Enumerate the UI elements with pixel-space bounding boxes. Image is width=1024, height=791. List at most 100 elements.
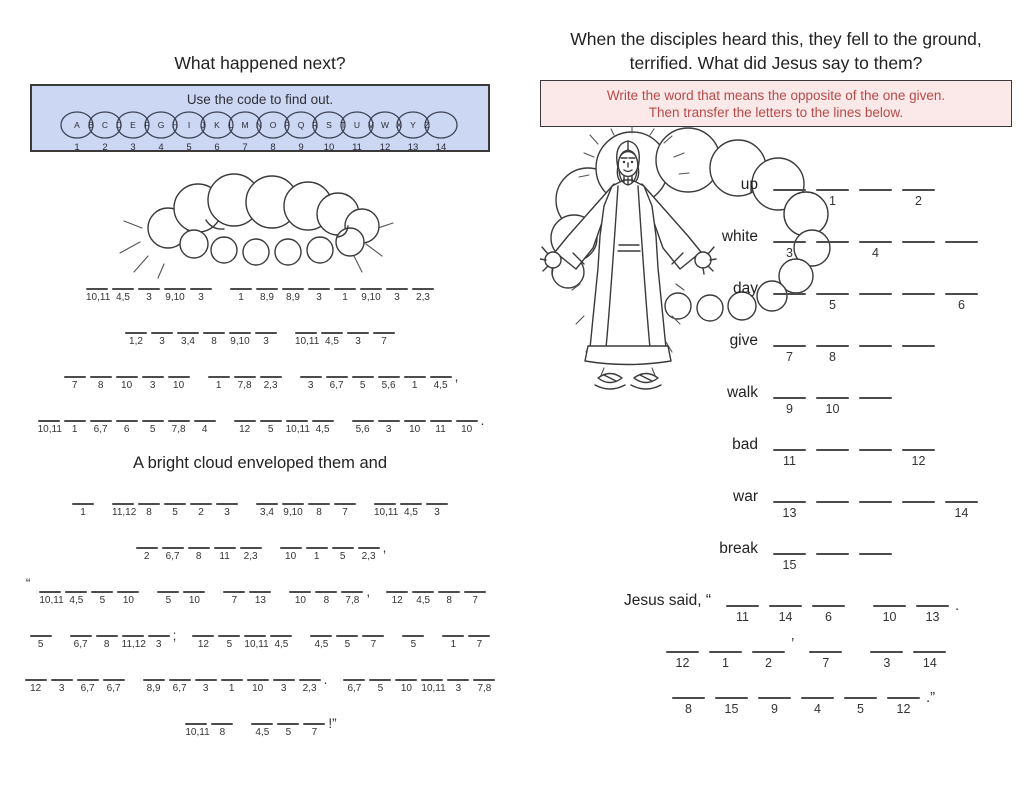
blank-number: 3,4 <box>181 336 195 347</box>
blank-line <box>303 723 326 725</box>
blank-number: 10 <box>121 380 133 391</box>
answer-blank: 10 <box>395 679 418 694</box>
code-number: 4 <box>158 142 163 153</box>
answer-blank <box>859 293 892 313</box>
blank-line <box>167 420 190 422</box>
answer-blank: 4,5 <box>400 503 422 518</box>
blank-number: 3 <box>316 292 322 303</box>
code-number: 3 <box>130 142 135 153</box>
blank-number <box>859 454 892 469</box>
blank-word-group: 5,6 3 10 11 10. <box>350 414 484 435</box>
instruction-line1: Write the word that means the opposite o… <box>606 88 946 103</box>
answer-blank: 10,11 <box>86 288 110 303</box>
blank-number: 2,3 <box>302 683 317 694</box>
blank-line <box>715 697 748 699</box>
blank-line <box>357 547 380 549</box>
answer-blank: 3 <box>216 503 238 518</box>
blank-word-group: 10,11 1 6,7 6 5 7,8 4 <box>36 420 218 435</box>
blank-number: 10 <box>409 424 421 435</box>
blank-number <box>902 246 935 261</box>
blank-number: 5 <box>172 507 178 518</box>
code-number: 6 <box>214 142 219 153</box>
answer-blank: 12 <box>902 449 935 469</box>
blank-number: 10 <box>882 610 897 624</box>
blank-number: 1 <box>238 292 244 303</box>
answer-blank: 7,8 <box>473 679 496 694</box>
blank-line <box>255 332 277 334</box>
answer-blank: 3 <box>870 651 904 671</box>
answer-blank: 3 <box>347 332 369 347</box>
cloud-puffs <box>147 173 380 266</box>
blank-number: 2,3 <box>416 292 430 303</box>
code-blank-row: 10,11 1 6,7 6 5 7,8 4 12 5 10,11 4,5 5,6 3 10 11 10. <box>30 414 490 435</box>
blank-line <box>272 679 295 681</box>
blank-line <box>773 345 806 347</box>
blank-number <box>902 298 935 313</box>
answer-blank: 10,11 <box>421 679 446 694</box>
answer-blank: 2 <box>135 547 158 562</box>
blank-number: 3 <box>149 380 156 391</box>
blank-number: 8 <box>446 595 452 606</box>
answer-blank: 9,10 <box>360 288 382 303</box>
blank-number: 12 <box>239 424 251 435</box>
blank-number: 3 <box>385 424 392 435</box>
code-box: Use the code to find out. 1 2 3 4 5 6 7 8 9 10 11 1… <box>30 84 490 153</box>
code-letter: Z <box>424 120 429 130</box>
blank-line <box>916 605 950 607</box>
blank-number: 12 <box>30 683 42 694</box>
answer-blank: 3 <box>299 376 322 391</box>
punctuation-mark: . <box>955 597 960 614</box>
blank-line <box>816 189 849 191</box>
blank-number: 8,9 <box>146 683 161 694</box>
blank-line <box>244 635 267 637</box>
answer-blank: 9,10 <box>164 288 186 303</box>
given-word-label: day <box>733 280 758 297</box>
blank-number: 5 <box>99 595 106 606</box>
blank-line <box>859 241 892 243</box>
answer-blank: 3,4 <box>256 503 278 518</box>
blank-line <box>773 553 806 555</box>
answer-blank: 11 <box>429 420 452 435</box>
blank-line <box>442 635 465 637</box>
blank-line <box>299 376 322 378</box>
blank-number: 5 <box>359 380 366 391</box>
blank-number: 10 <box>294 595 306 606</box>
blank-number <box>902 350 935 365</box>
blank-word-group: 10 13. <box>868 598 959 625</box>
blank-number: 7 <box>476 639 483 650</box>
blank-number: 1,2 <box>129 336 143 347</box>
answer-blank: 2,3 <box>412 288 434 303</box>
answer-blank: 10,11 <box>295 332 319 347</box>
answer-blank: 6,7 <box>168 679 191 694</box>
blank-number: 7 <box>472 595 478 606</box>
answer-blank: 3 <box>447 679 470 694</box>
blank-number <box>816 558 849 573</box>
answer-blank: 10 <box>403 420 426 435</box>
code-circle <box>144 111 178 139</box>
code-circle <box>228 111 262 139</box>
blank-number: 10 <box>188 595 200 606</box>
blank-line <box>773 449 806 451</box>
given-word-label: war <box>733 488 758 505</box>
answer-blank: 4,5 <box>321 332 343 347</box>
answer-blank: 3 <box>141 376 164 391</box>
blank-line <box>362 635 385 637</box>
given-word-label: up <box>740 176 758 193</box>
code-number: 5 <box>186 142 191 153</box>
blank-line <box>164 288 186 290</box>
answer-blank: 10 <box>183 591 206 606</box>
code-letter: L <box>229 120 234 130</box>
blank-line <box>135 547 158 549</box>
blank-line <box>308 503 330 505</box>
code-letter: I <box>188 120 190 130</box>
blank-number: 6,7 <box>165 551 180 562</box>
code-number: 12 <box>380 142 391 153</box>
answer-blank: 5 <box>402 635 425 650</box>
cloud-curls <box>205 219 349 238</box>
blank-line <box>334 503 356 505</box>
blank-line <box>125 332 147 334</box>
blank-line <box>168 679 191 681</box>
answer-blank: 1 <box>72 503 94 518</box>
blank-number: 9,10 <box>230 336 250 347</box>
blank-line <box>298 679 321 681</box>
